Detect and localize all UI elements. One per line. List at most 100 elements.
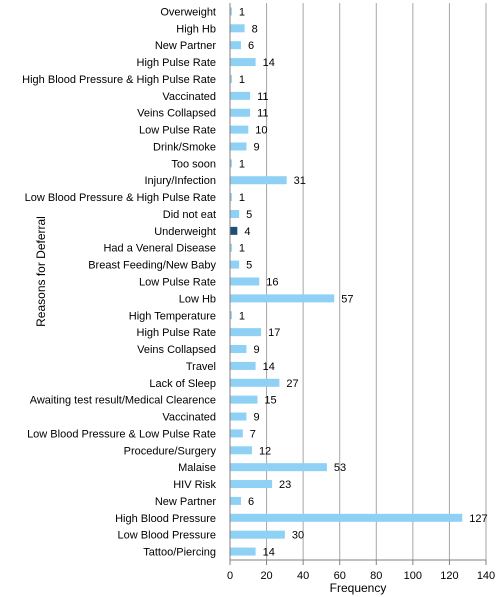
data-label: 8 [252,23,258,35]
category-label: Low Blood Pressure & High Pulse Rate [25,192,216,204]
data-label: 14 [263,547,275,559]
category-label: High Hb [176,23,216,35]
category-label: Too soon [171,158,216,170]
bar [230,513,463,522]
data-label: 9 [253,344,259,356]
data-label: 5 [246,209,252,221]
bar [230,91,251,100]
data-label: 57 [341,293,353,305]
bar [230,294,335,303]
category-label: Low Blood Pressure [118,530,216,542]
category-label: High Pulse Rate [137,327,217,339]
data-label: 15 [264,395,276,407]
data-label: 10 [255,125,267,137]
x-tick-label: 80 [370,570,382,582]
bar [230,41,241,50]
data-label: 17 [268,327,280,339]
category-label: Injury/Infection [144,175,216,187]
x-tick-label: 140 [477,570,495,582]
data-label: 53 [334,462,346,474]
bar [230,58,256,67]
data-label: 7 [250,428,256,440]
data-label: 11 [257,91,268,103]
bar [230,530,285,539]
bar [230,7,232,16]
data-label: 9 [253,141,259,153]
data-label: 6 [248,40,254,52]
category-label: Travel [186,361,216,373]
bar [230,328,262,337]
category-label: High Blood Pressure & High Pulse Rate [22,74,216,86]
gridlines [229,3,487,560]
bar [230,260,240,269]
bar [230,429,243,438]
category-label: Breast Feeding/New Baby [88,260,216,272]
category-label: Tattoo/Piercing [143,547,216,559]
data-label: 4 [244,226,250,238]
bar [230,243,232,252]
data-label: 5 [246,260,252,272]
data-label: 30 [292,530,304,542]
data-label: 11 [257,108,268,120]
x-tick-label: 100 [404,570,422,582]
value-labels: 1861411111109131154151657117914271597125… [239,6,488,558]
bar [230,395,258,404]
data-label: 14 [263,361,275,373]
data-label: 27 [286,378,298,390]
x-axis: 0 20 40 60 80 100 120 140 [227,3,495,582]
bar [230,125,249,134]
category-label: Did not eat [163,209,216,221]
data-label: 1 [239,6,245,18]
data-label: 1 [239,158,245,170]
bar [230,193,232,202]
category-label: Low Hb [179,293,216,305]
category-label: High Blood Pressure [115,513,216,525]
category-label: Vaccinated [162,91,216,103]
bar [230,480,273,489]
category-label: Awaiting test result/Medical Clearence [30,395,216,407]
bar [230,463,327,472]
bar [230,446,252,455]
bar [230,345,247,354]
bar [230,108,251,117]
data-label: 127 [469,513,487,525]
bar [230,226,238,235]
x-tick-label: 40 [297,570,309,582]
data-label: 6 [248,496,254,508]
category-label: Malaise [178,462,216,474]
category-label: Lack of Sleep [149,378,216,390]
data-label: 1 [239,74,245,86]
bar [230,24,245,33]
bar [230,277,260,286]
bar [230,176,287,185]
category-label: Low Pulse Rate [139,125,216,137]
bar [230,412,247,421]
bar [230,74,232,83]
category-label: New Partner [155,496,216,508]
category-label: High Pulse Rate [137,57,217,69]
x-tick-label: 60 [334,570,346,582]
category-label: Had a Veneral Disease [103,243,216,255]
category-label: High Temperature [129,310,216,322]
data-label: 9 [253,412,259,424]
data-label: 12 [259,445,271,457]
x-axis-title: Frequency [330,581,387,595]
data-label: 14 [263,57,275,69]
data-label: 23 [279,479,291,491]
category-label: Drink/Smoke [153,141,216,153]
data-label: 1 [239,310,245,322]
category-label: New Partner [155,40,216,52]
category-label: Low Blood Pressure & Low Pulse Rate [27,428,216,440]
bars [230,7,463,556]
bar [230,496,241,505]
category-label: Procedure/Surgery [124,445,217,457]
category-label: Veins Collapsed [137,108,216,120]
category-label: HIV Risk [173,479,216,491]
category-label: Underweight [154,226,216,238]
category-label: Overweight [160,6,216,18]
data-label: 16 [266,277,278,289]
y-axis-title: Reasons for Deferral [34,216,48,327]
bar [230,159,232,168]
bar [230,547,256,556]
